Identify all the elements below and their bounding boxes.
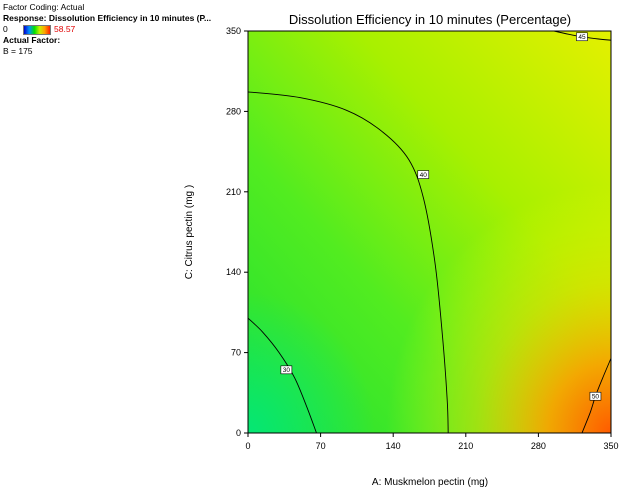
x-tick-label: 0 xyxy=(245,441,250,451)
legend: Factor Coding: Actual Response: Dissolut… xyxy=(3,2,211,57)
contour-label-box xyxy=(576,32,588,42)
plot-cool-region xyxy=(248,31,611,433)
color-scale-min: 0 xyxy=(3,24,8,34)
x-tick-label: 210 xyxy=(458,441,473,451)
response-text: Response: Dissolution Efficiency in 10 m… xyxy=(3,13,212,23)
plot-frame xyxy=(247,30,612,434)
contour-label-box xyxy=(589,391,602,401)
contour-label-box xyxy=(417,170,430,179)
contour-line-30 xyxy=(247,317,317,434)
contour-label-box xyxy=(280,365,293,375)
plot-area: 30 40 45 50 xyxy=(247,30,612,434)
color-scale-bar xyxy=(23,24,51,35)
actual-factor-heading: Actual Factor: xyxy=(3,35,61,45)
y-tick-label: 0 xyxy=(236,428,241,438)
x-tick-label: 280 xyxy=(531,441,546,451)
x-tick-label: 140 xyxy=(386,441,401,451)
y-axis-ticks: 0 70 140 210 280 350 xyxy=(226,26,248,438)
color-scale: 0 58.57 xyxy=(3,24,211,35)
color-scale-max: 58.57 xyxy=(54,24,76,34)
y-tick-label: 210 xyxy=(226,187,241,197)
contour-label: 50 xyxy=(592,394,600,401)
x-tick-label: 350 xyxy=(603,441,618,451)
x-tick-label: 70 xyxy=(316,441,326,451)
y-tick-label: 140 xyxy=(226,267,241,277)
contour-label: 40 xyxy=(420,172,428,179)
x-axis-ticks: 0 70 140 210 280 350 xyxy=(245,433,619,451)
x-axis-label: A: Muskmelon pectin (mg) xyxy=(372,477,488,488)
y-tick-label: 350 xyxy=(226,26,241,36)
y-axis-label: C: Citrus pectin (mg ) xyxy=(184,185,195,279)
chart-title: Dissolution Efficiency in 10 minutes (Pe… xyxy=(289,12,571,27)
y-tick-label: 280 xyxy=(226,106,241,116)
contour-label: 45 xyxy=(578,34,586,41)
actual-factor-value: B = 175 xyxy=(3,46,33,56)
contour-label: 30 xyxy=(283,367,291,374)
contour-lines: 30 40 45 50 xyxy=(247,30,612,434)
contour-line-40 xyxy=(247,91,449,434)
factor-coding-text: Factor Coding: Actual xyxy=(3,2,85,12)
y-tick-label: 70 xyxy=(231,348,241,358)
